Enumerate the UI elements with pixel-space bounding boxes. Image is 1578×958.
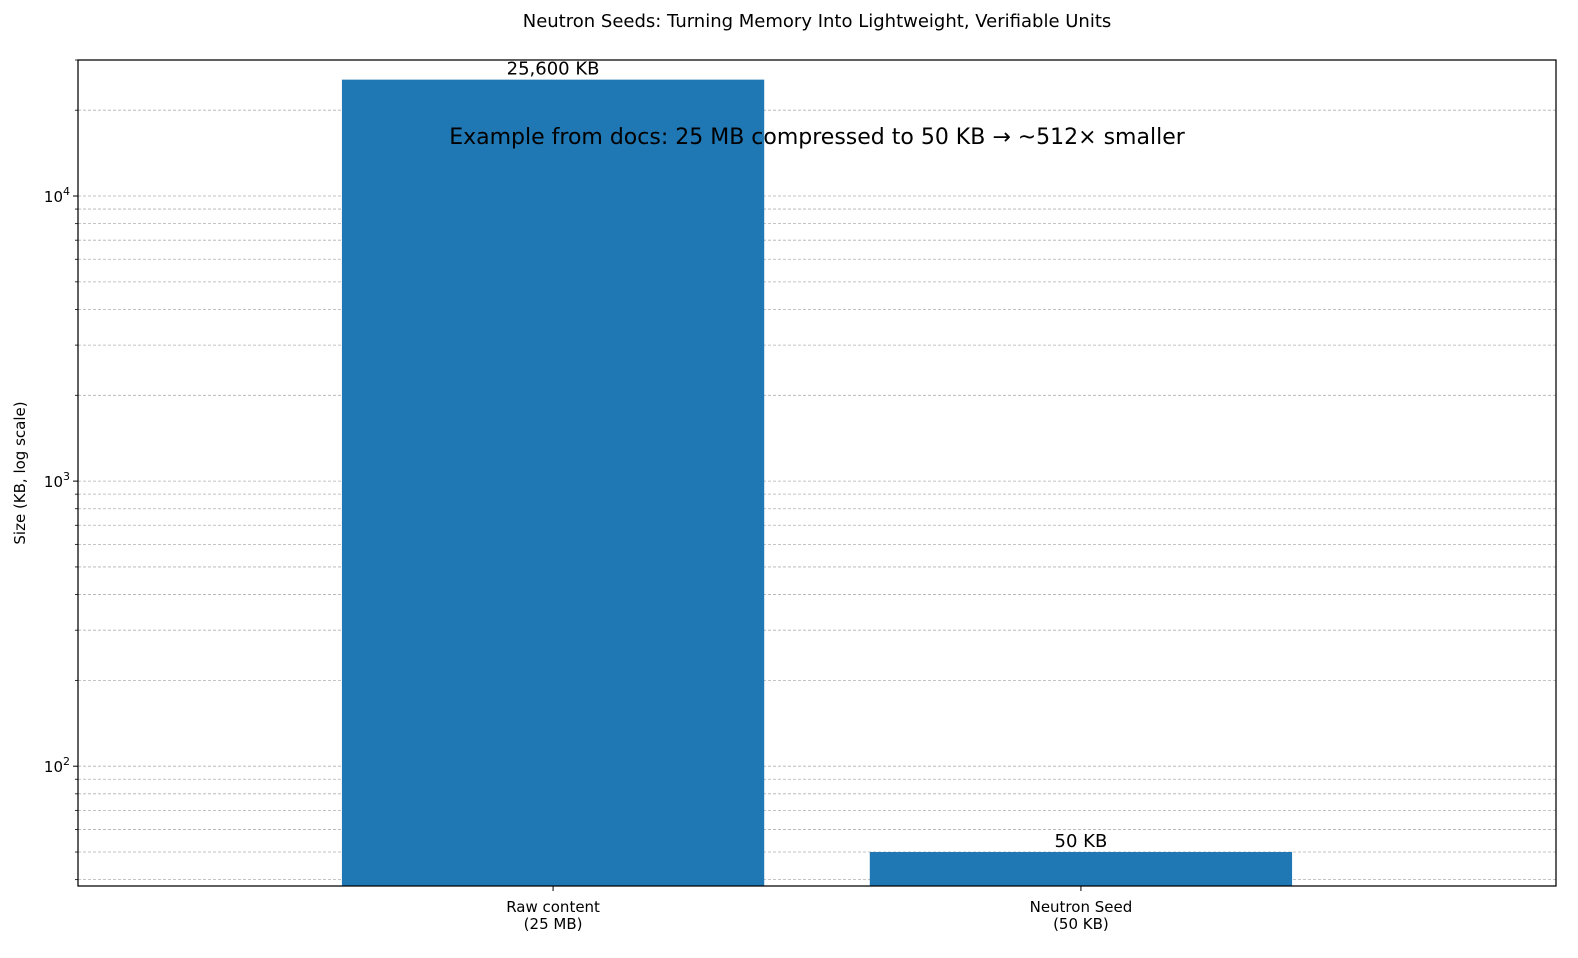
x-tick-label: (50 KB) [1053,915,1109,933]
gridlines [78,59,1556,881]
chart-title: Neutron Seeds: Turning Memory Into Light… [523,11,1112,32]
x-tick-label: Raw content [506,898,600,916]
bar [341,79,765,886]
y-axis-label: Size (KB, log scale) [11,401,29,544]
bar-value-labels: 25,600 KB 50 KB [507,59,1108,852]
x-tick-label: Neutron Seed [1030,898,1133,916]
bar-value-label: 25,600 KB [507,59,600,80]
y-tick-label: 103 [44,470,70,491]
y-axis-ticks: 102 103 104 [44,59,78,881]
bar-value-label: 50 KB [1055,831,1108,852]
x-tick-label: (25 MB) [524,915,583,933]
x-axis-ticks: Raw content(25 MB) Neutron Seed(50 KB) [506,886,1132,933]
y-tick-label: 104 [44,185,70,206]
y-tick-label: 102 [44,755,70,776]
bar [869,852,1293,886]
bars [341,79,1293,886]
annotation-text: Example from docs: 25 MB compressed to 5… [449,125,1186,150]
plot-frame [77,59,1557,887]
